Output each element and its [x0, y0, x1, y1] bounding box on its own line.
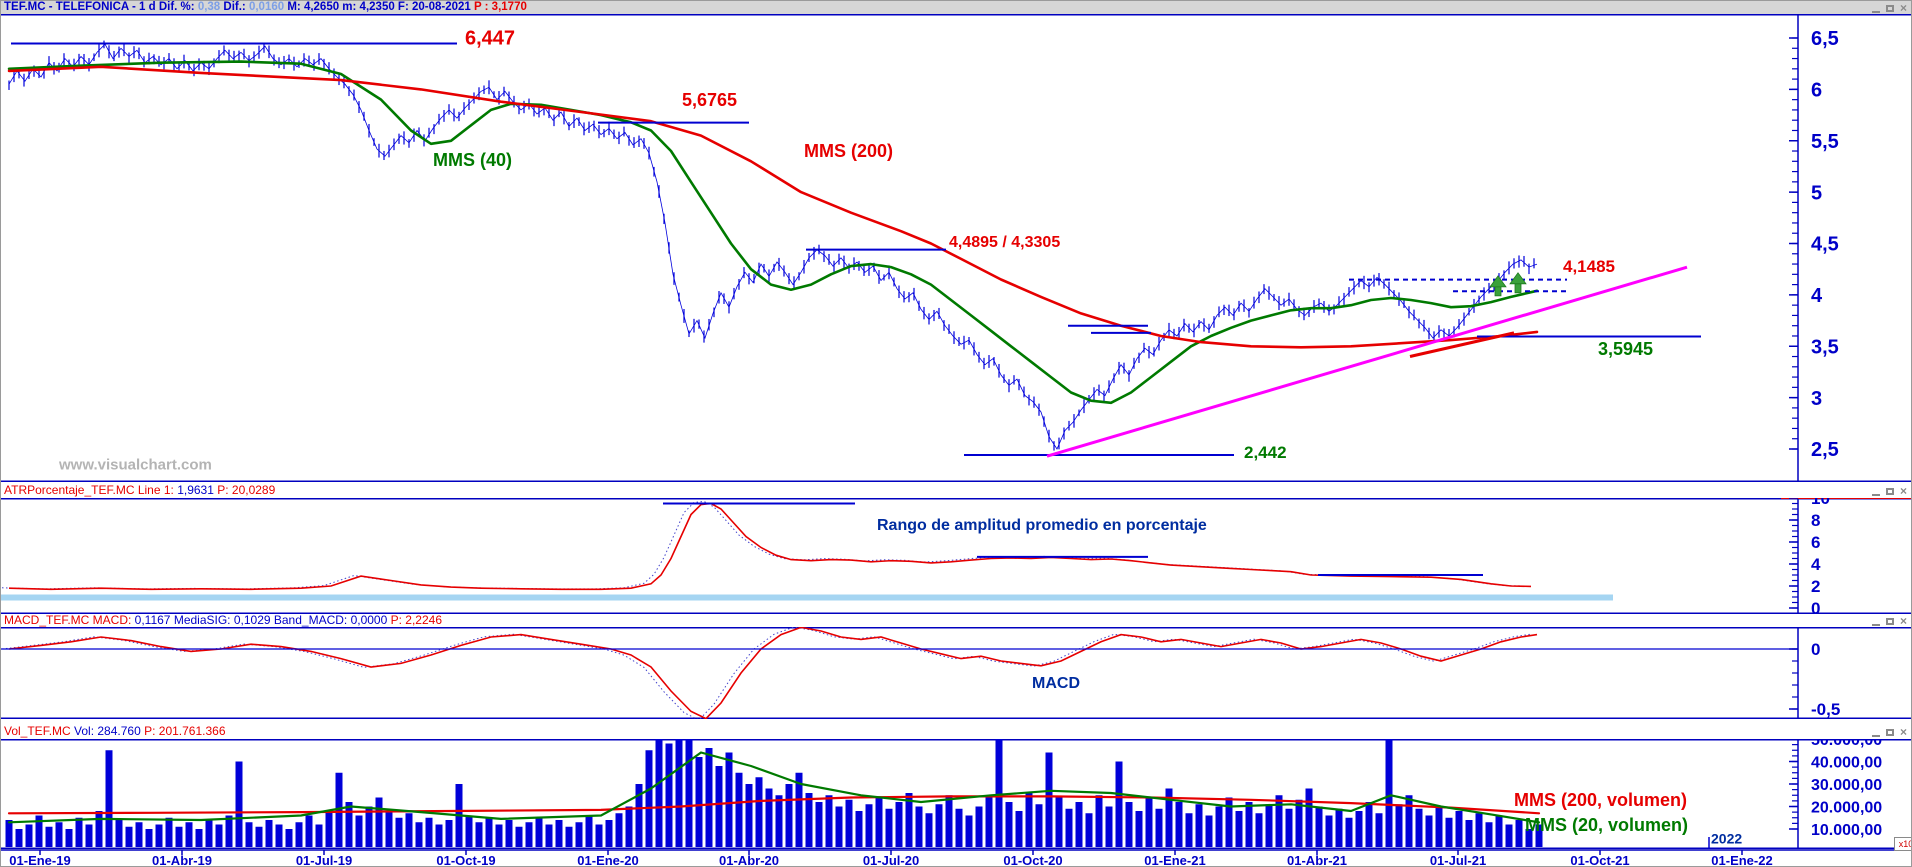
- svg-text:4,1485: 4,1485: [1563, 257, 1615, 276]
- svg-text:2: 2: [1811, 577, 1820, 596]
- svg-text:MACD: MACD: [1032, 675, 1080, 692]
- svg-text:0: 0: [1811, 599, 1820, 614]
- svg-text:4,4895 / 4,3305: 4,4895 / 4,3305: [949, 234, 1060, 251]
- macd-chart-canvas[interactable]: MACD 0 -0,5: [1, 627, 1912, 719]
- atr-panel-controls: ×: [1871, 483, 1907, 498]
- close-icon[interactable]: ×: [1899, 483, 1907, 498]
- svg-text:MMS (200, volumen): MMS (200, volumen): [1514, 790, 1687, 810]
- scale-multiplier-badge: x10: [1894, 837, 1911, 851]
- maximize-icon[interactable]: [1885, 487, 1894, 495]
- svg-text:3: 3: [1811, 388, 1822, 410]
- svg-text:2022: 2022: [1711, 830, 1742, 846]
- svg-text:01-Abr-19: 01-Abr-19: [152, 853, 212, 867]
- price-chart-canvas[interactable]: 6,447 5,6765 MMS (40) MMS (200) 4,4895 / 4,3…: [1, 14, 1912, 482]
- macd-panel-controls: ×: [1871, 613, 1907, 628]
- svg-text:5,5: 5,5: [1811, 131, 1839, 153]
- atr-panel-header: ATRPorcentaje_TEF.MC Line 1: 1,9631 P: 2…: [1, 482, 1911, 498]
- maximize-icon[interactable]: [1885, 617, 1894, 625]
- svg-text:5,6765: 5,6765: [682, 90, 737, 110]
- volume-panel-title: Vol_TEF.MC Vol: 284.760 P: 201.761.366: [4, 724, 226, 738]
- svg-text:01-Jul-20: 01-Jul-20: [863, 853, 919, 867]
- time-axis[interactable]: 01-Ene-19 01-Abr-19 01-Jul-19 01-Oct-19 01-E…: [1, 849, 1912, 867]
- svg-text:01-Oct-19: 01-Oct-19: [436, 853, 495, 867]
- svg-text:2,5: 2,5: [1811, 439, 1839, 461]
- svg-text:20.000,00: 20.000,00: [1811, 799, 1882, 816]
- svg-text:Rango de amplitud promedio en: Rango de amplitud promedio en porcentaje: [877, 517, 1207, 534]
- svg-text:01-Abr-20: 01-Abr-20: [719, 853, 779, 867]
- svg-text:30.000,00: 30.000,00: [1811, 777, 1882, 794]
- svg-text:01-Ene-22: 01-Ene-22: [1711, 853, 1772, 867]
- svg-text:6,5: 6,5: [1811, 28, 1839, 50]
- window-controls: ×: [1871, 0, 1907, 15]
- svg-text:6: 6: [1811, 80, 1822, 102]
- svg-text:4,5: 4,5: [1811, 234, 1839, 256]
- svg-text:01-Oct-20: 01-Oct-20: [1003, 853, 1062, 867]
- svg-text:MMS (200): MMS (200): [804, 141, 893, 161]
- svg-text:MMS (20, volumen): MMS (20, volumen): [1525, 815, 1688, 835]
- svg-text:10: 10: [1811, 498, 1830, 508]
- svg-text:01-Abr-21: 01-Abr-21: [1287, 853, 1347, 867]
- svg-text:01-Jul-21: 01-Jul-21: [1430, 853, 1486, 867]
- svg-text:MMS (40): MMS (40): [433, 150, 512, 170]
- atr-chart-canvas[interactable]: Rango de amplitud promedio en porcentaje…: [1, 498, 1912, 614]
- svg-text:40.000,00: 40.000,00: [1811, 754, 1882, 771]
- svg-text:4: 4: [1811, 285, 1823, 307]
- macd-panel-header: MACD_TEF.MC MACD: 0,1167 MediaSIG: 0,102…: [1, 613, 1911, 628]
- window-title-bar: TEF.MC - TELEFONICA - 1 d Dif. %: 0,38 D…: [1, 0, 1911, 15]
- svg-text:5: 5: [1811, 182, 1822, 204]
- svg-text:3,5945: 3,5945: [1598, 339, 1653, 359]
- minimize-icon[interactable]: [1871, 728, 1880, 737]
- volume-panel-controls: ×: [1871, 724, 1907, 739]
- close-icon[interactable]: ×: [1899, 613, 1907, 628]
- svg-text:2,442: 2,442: [1244, 443, 1287, 462]
- svg-text:6,447: 6,447: [465, 27, 515, 49]
- svg-text:01-Ene-21: 01-Ene-21: [1144, 853, 1205, 867]
- maximize-icon[interactable]: [1885, 728, 1894, 736]
- svg-text:0: 0: [1811, 640, 1820, 659]
- svg-text:4: 4: [1811, 555, 1821, 574]
- svg-text:50.000,00: 50.000,00: [1811, 739, 1882, 749]
- minimize-icon[interactable]: [1871, 4, 1880, 13]
- svg-text:www.visualchart.com: www.visualchart.com: [58, 456, 212, 473]
- svg-text:01-Jul-19: 01-Jul-19: [296, 853, 352, 867]
- svg-text:3,5: 3,5: [1811, 336, 1839, 358]
- svg-text:-0,5: -0,5: [1811, 700, 1840, 719]
- volume-panel-header: Vol_TEF.MC Vol: 284.760 P: 201.761.366 ×: [1, 719, 1911, 739]
- minimize-icon[interactable]: [1871, 617, 1880, 626]
- svg-text:6: 6: [1811, 533, 1820, 552]
- minimize-icon[interactable]: [1871, 487, 1880, 496]
- svg-text:8: 8: [1811, 511, 1820, 530]
- svg-text:10.000,00: 10.000,00: [1811, 822, 1882, 839]
- close-icon[interactable]: ×: [1899, 724, 1907, 739]
- macd-panel-title: MACD_TEF.MC MACD: 0,1167 MediaSIG: 0,102…: [4, 613, 442, 627]
- svg-text:01-Ene-19: 01-Ene-19: [9, 853, 70, 867]
- svg-text:01-Ene-20: 01-Ene-20: [577, 853, 638, 867]
- close-icon[interactable]: ×: [1899, 0, 1907, 15]
- atr-panel-title: ATRPorcentaje_TEF.MC Line 1: 1,9631 P: 2…: [4, 483, 276, 497]
- svg-text:01-Oct-21: 01-Oct-21: [1570, 853, 1629, 867]
- maximize-icon[interactable]: [1885, 4, 1894, 12]
- chart-title: TEF.MC - TELEFONICA - 1 d Dif. %: 0,38 D…: [4, 1, 527, 13]
- volume-chart-canvas[interactable]: MMS (200, volumen) MMS (20, volumen) 2022 5…: [1, 739, 1912, 849]
